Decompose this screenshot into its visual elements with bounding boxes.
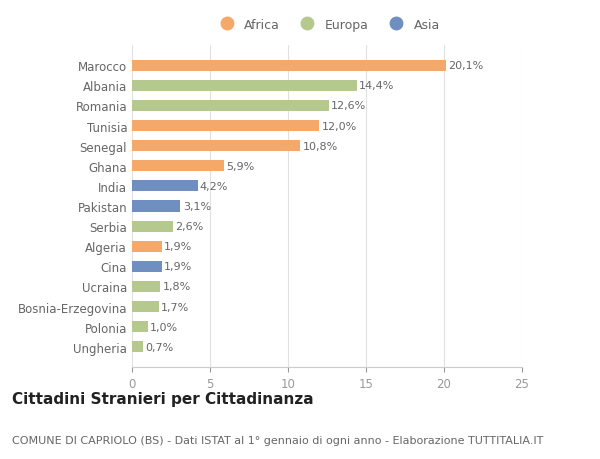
Text: 10,8%: 10,8% bbox=[303, 141, 338, 151]
Bar bbox=[132, 141, 301, 152]
Text: 12,6%: 12,6% bbox=[331, 101, 366, 111]
Bar bbox=[132, 161, 224, 172]
Text: 1,0%: 1,0% bbox=[150, 322, 178, 332]
Text: 2,6%: 2,6% bbox=[175, 222, 203, 232]
Bar bbox=[132, 281, 160, 292]
Text: 12,0%: 12,0% bbox=[322, 121, 357, 131]
Bar bbox=[132, 341, 143, 353]
Bar bbox=[132, 181, 197, 192]
Bar bbox=[132, 101, 329, 112]
Text: 20,1%: 20,1% bbox=[448, 61, 483, 71]
Text: 1,7%: 1,7% bbox=[161, 302, 189, 312]
Bar bbox=[132, 81, 356, 92]
Text: 1,9%: 1,9% bbox=[164, 262, 192, 272]
Bar bbox=[132, 302, 158, 313]
Text: 0,7%: 0,7% bbox=[145, 342, 173, 352]
Bar bbox=[132, 121, 319, 132]
Text: 14,4%: 14,4% bbox=[359, 81, 394, 91]
Text: 4,2%: 4,2% bbox=[200, 181, 228, 191]
Text: 1,9%: 1,9% bbox=[164, 242, 192, 252]
Bar bbox=[132, 241, 161, 252]
Text: 1,8%: 1,8% bbox=[163, 282, 191, 292]
Text: 5,9%: 5,9% bbox=[226, 162, 254, 171]
Legend: Africa, Europa, Asia: Africa, Europa, Asia bbox=[209, 14, 445, 37]
Bar bbox=[132, 261, 161, 272]
Bar bbox=[132, 221, 173, 232]
Text: 3,1%: 3,1% bbox=[182, 202, 211, 212]
Bar bbox=[132, 201, 181, 212]
Bar bbox=[132, 321, 148, 332]
Bar bbox=[132, 61, 446, 72]
Text: Cittadini Stranieri per Cittadinanza: Cittadini Stranieri per Cittadinanza bbox=[12, 391, 314, 406]
Text: COMUNE DI CAPRIOLO (BS) - Dati ISTAT al 1° gennaio di ogni anno - Elaborazione T: COMUNE DI CAPRIOLO (BS) - Dati ISTAT al … bbox=[12, 435, 544, 445]
